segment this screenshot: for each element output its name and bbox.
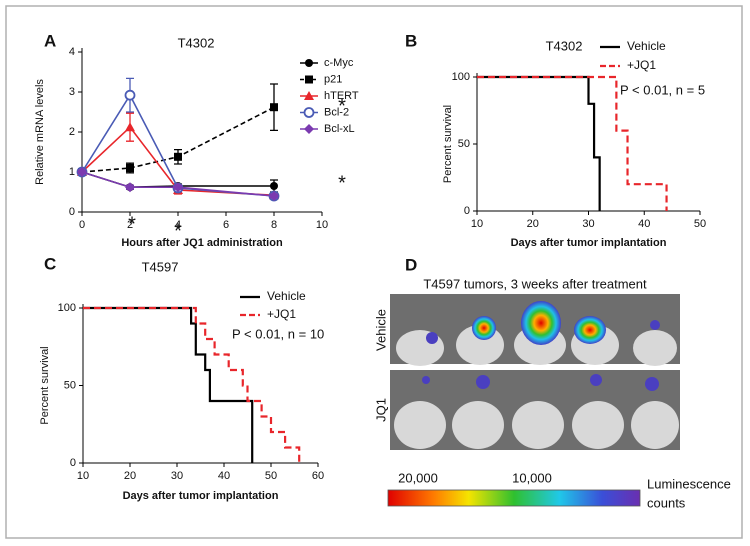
colorbar-title: counts — [647, 495, 686, 510]
y-tick-label: 100 — [58, 302, 76, 314]
panel-label: B — [405, 31, 417, 50]
x-tick-label: 4 — [175, 219, 181, 231]
marker — [77, 167, 87, 177]
marker — [173, 182, 183, 193]
legend-label: hTERT — [324, 90, 359, 102]
marker — [126, 164, 134, 172]
colorbar-label: 20,000 — [398, 470, 438, 485]
x-axis-label: Days after tumor implantation — [123, 490, 279, 502]
x-tick-label: 50 — [694, 218, 706, 230]
x-tick-label: 0 — [79, 219, 85, 231]
marker — [125, 182, 135, 193]
x-tick-label: 8 — [271, 219, 277, 231]
x-tick-label: 10 — [77, 470, 89, 482]
y-axis-label: Percent survival — [39, 346, 51, 424]
y-tick-label: 3 — [69, 86, 75, 98]
panel-label: D — [405, 255, 417, 274]
marker — [125, 122, 135, 132]
annotation: P < 0.01, n = 5 — [620, 82, 705, 97]
y-axis-label: Relative mRNA levels — [34, 79, 46, 185]
panel-title: T4597 tumors, 3 weeks after treatment — [423, 276, 647, 291]
annotation: * — [338, 95, 346, 117]
luminescence-signals — [422, 301, 660, 391]
x-tick-label: 30 — [582, 218, 594, 230]
row-label: JQ1 — [373, 398, 388, 422]
y-tick-label: 1 — [69, 166, 75, 178]
x-tick-label: 10 — [471, 218, 483, 230]
survival-curve — [83, 306, 254, 463]
legend-marker — [303, 107, 315, 118]
colorbar-label: 10,000 — [512, 470, 552, 485]
survival-curve — [83, 306, 301, 463]
legend-marker — [304, 124, 314, 134]
legend-label: Bcl-xL — [324, 123, 355, 135]
y-tick-label: 2 — [69, 126, 75, 138]
series-line — [81, 171, 275, 197]
legend-marker — [305, 59, 313, 67]
y-tick-label: 50 — [458, 138, 470, 150]
marker — [174, 152, 182, 161]
annotation: P < 0.01, n = 10 — [232, 326, 324, 341]
panel-label: A — [44, 31, 56, 50]
marker — [270, 103, 278, 112]
legend-label: c-Myc — [324, 57, 354, 69]
mouse-images — [390, 294, 680, 450]
marker — [124, 89, 136, 101]
legend-label: Vehicle — [627, 39, 666, 53]
legend-label: Vehicle — [267, 289, 306, 303]
y-tick-label: 100 — [452, 71, 470, 83]
row-label: Vehicle — [373, 309, 388, 351]
y-tick-label: 0 — [70, 457, 76, 469]
legend-label: +JQ1 — [627, 58, 656, 72]
legend-label: +JQ1 — [267, 307, 296, 321]
legend-label: p21 — [324, 73, 342, 85]
marker — [269, 191, 279, 201]
legend-marker — [305, 75, 313, 84]
marker — [270, 182, 278, 190]
x-tick-label: 50 — [265, 470, 277, 482]
panel-label: C — [44, 254, 56, 273]
y-axis-label: Percent survival — [442, 105, 454, 183]
x-axis-label: Days after tumor implantation — [511, 237, 667, 249]
x-tick-label: 30 — [171, 470, 183, 482]
legend-label: Bcl-2 — [324, 106, 349, 118]
x-tick-label: 2 — [127, 219, 133, 231]
chart-title: T4302 — [546, 38, 583, 53]
legend-marker — [304, 91, 314, 100]
y-tick-label: 0 — [464, 205, 470, 217]
x-tick-label: 10 — [316, 219, 328, 231]
colorbar — [387, 489, 641, 507]
series-line — [81, 106, 275, 173]
x-tick-label: 60 — [312, 470, 324, 482]
x-tick-label: 6 — [223, 219, 229, 231]
chart-title: T4302 — [178, 35, 215, 50]
chart-title: T4597 — [142, 259, 179, 274]
x-tick-label: 20 — [527, 218, 539, 230]
annotation: * — [338, 172, 346, 194]
y-tick-label: 50 — [64, 379, 76, 391]
annotation: * — [128, 213, 136, 235]
x-tick-label: 40 — [218, 470, 230, 482]
y-tick-label: 4 — [69, 46, 75, 58]
y-tick-label: 0 — [69, 206, 75, 218]
x-axis-label: Hours after JQ1 administration — [121, 237, 283, 249]
x-tick-label: 20 — [124, 470, 136, 482]
colorbar-title: Luminescence — [647, 476, 731, 491]
x-tick-label: 40 — [638, 218, 650, 230]
survival-curve — [477, 75, 668, 211]
annotation: * — [174, 220, 182, 242]
